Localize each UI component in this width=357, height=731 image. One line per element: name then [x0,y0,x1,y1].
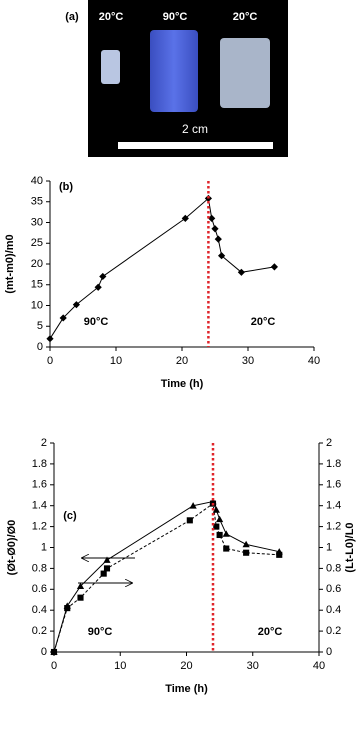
data-point [72,301,80,309]
y-tick-label: 25 [31,237,43,249]
annotation: 90°C [84,316,109,328]
x-tick-label: 30 [247,660,259,672]
y2-tick-label: 2 [326,437,332,449]
y2-tick-label: 1.6 [326,479,341,491]
y2-tick-label: 0.2 [326,625,341,637]
photo-panel: (a) 20°C 90°C 20°C 2 cm [65,0,288,157]
y2-tick-label: 0.4 [326,604,341,616]
scale-bar [118,142,273,149]
y2-tick-label: 1 [326,541,332,553]
annotation: 90°C [88,626,113,638]
sample [101,50,120,84]
series-line [53,502,280,653]
x-axis-label: Time (h) [165,683,208,695]
y-tick-label: 30 [31,216,43,228]
data-point [276,551,283,558]
y-tick-label: 2 [41,437,47,449]
x-tick-label: 0 [51,660,57,672]
data-point [243,549,250,556]
y-tick-label: 1.4 [32,500,47,512]
data-point [216,531,223,539]
data-point [189,502,197,509]
y-tick-label: 15 [31,279,43,291]
y-tick-label: 1.8 [32,458,47,470]
y-tick-label: 1 [41,541,47,553]
x-axis-label: Time (h) [161,378,204,390]
panel-label: (c) [63,510,77,522]
annotation: 20°C [251,316,276,328]
y-tick-label: 0.4 [32,604,47,616]
y-tick-label: 40 [31,175,43,187]
temp-label: 90°C [163,11,188,23]
data-point [46,335,54,343]
y-tick-label: 0.8 [32,562,47,574]
x-tick-label: 0 [47,355,53,367]
y-tick-label: 35 [31,196,43,208]
y-tick-label: 1.6 [32,479,47,491]
x-tick-label: 20 [176,355,188,367]
y-tick-label: 10 [31,299,43,311]
y-tick-label: 0 [41,646,47,658]
data-point [77,594,84,601]
panel-label: (a) [65,11,79,23]
data-point [103,556,111,563]
data-point [237,268,245,276]
data-point [242,540,250,548]
y2-tick-label: 0.8 [326,562,341,574]
y-tick-label: 20 [31,258,43,270]
data-point [214,235,222,243]
y2-tick-label: 1.8 [326,458,341,470]
data-point [213,523,220,530]
x-tick-label: 20 [180,660,192,672]
data-point [223,545,230,552]
y2-tick-label: 1.2 [326,521,341,533]
sample [150,30,198,112]
data-point [181,214,189,222]
x-tick-label: 30 [242,355,254,367]
panel-label: (b) [59,181,73,193]
data-point [270,263,278,271]
data-point [211,225,219,233]
y-tick-label: 0 [37,341,43,353]
y2-tick-label: 0 [326,646,332,658]
x-tick-label: 10 [110,355,122,367]
temp-label: 20°C [99,11,124,23]
y2-tick-label: 0.6 [326,583,341,595]
x-tick-label: 40 [313,660,325,672]
data-point [208,214,216,222]
data-point [64,605,71,612]
data-point [76,582,85,590]
y-tick-label: 0.6 [32,583,47,595]
y-axis-label: (mt-m0)/m0 [4,234,16,293]
y2-axis-label: (Lt-L0)/L0 [344,522,356,572]
temp-label: 20°C [233,11,258,23]
x-tick-label: 40 [308,355,320,367]
data-point [50,648,58,656]
data-point [59,314,67,322]
data-point [216,515,224,523]
data-point [99,272,107,281]
data-point [94,283,102,291]
annotation: 20°C [258,626,283,638]
data-point [103,565,111,572]
y2-tick-label: 1.4 [326,500,341,512]
y-tick-label: 5 [37,320,43,332]
data-point [222,530,230,537]
scale-label: 2 cm [182,122,208,136]
y-tick-label: 1.2 [32,521,47,533]
data-point [218,252,226,260]
sample [220,38,270,108]
data-point [100,570,107,577]
x-tick-label: 10 [114,660,126,672]
data-point [212,506,220,513]
y-tick-label: 0.2 [32,625,47,637]
data-point [186,517,193,524]
y-axis-label: (Øt-Ø0)/Ø0 [6,520,18,576]
